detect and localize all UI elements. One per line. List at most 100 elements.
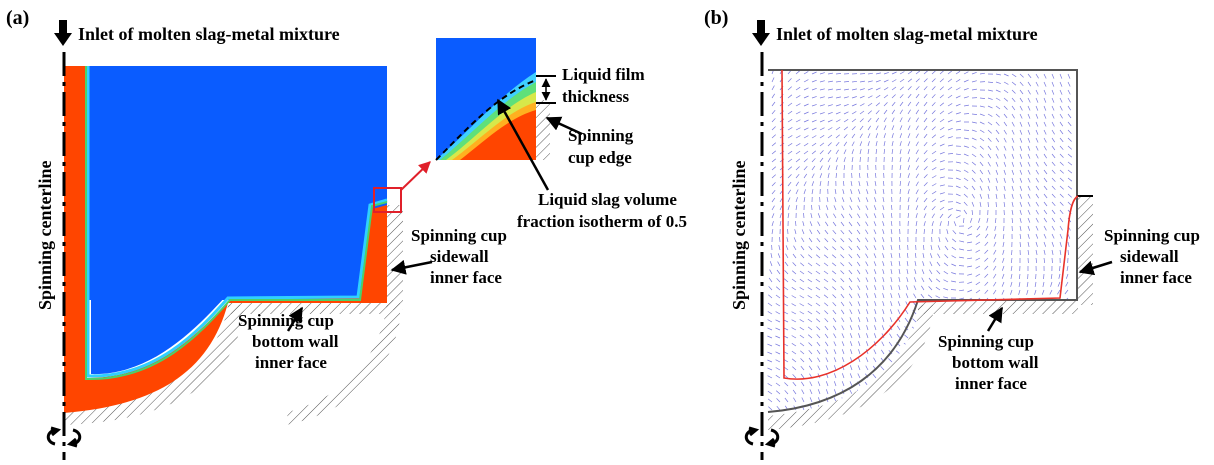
velocity-vector [1027, 97, 1031, 103]
velocity-vector [775, 367, 781, 371]
velocity-vector [1043, 185, 1048, 191]
velocity-vector [1046, 401, 1053, 403]
velocity-vector [1051, 209, 1056, 215]
velocity-vector [967, 281, 973, 284]
velocity-vector [1027, 225, 1031, 231]
velocity-vector [915, 86, 920, 91]
velocity-vector [775, 311, 781, 315]
velocity-vector [975, 241, 981, 245]
velocity-vector [931, 228, 933, 235]
velocity-vector [873, 253, 877, 259]
velocity-vector [882, 317, 885, 323]
velocity-vector [927, 294, 933, 299]
velocity-vector [939, 192, 945, 195]
velocity-vector [1059, 97, 1063, 103]
velocity-vector [943, 353, 949, 357]
velocity-vector [1011, 169, 1015, 175]
velocity-vector [777, 253, 781, 259]
velocity-vector [959, 401, 965, 405]
velocity-vector [803, 173, 808, 179]
velocity-vector [963, 193, 968, 198]
velocity-vector [783, 295, 789, 299]
velocity-vector [815, 270, 821, 275]
velocity-vector [915, 205, 919, 211]
velocity-vector [943, 329, 949, 332]
velocity-vector [835, 172, 837, 179]
velocity-vector [840, 301, 845, 307]
velocity-vector [1035, 137, 1039, 143]
velocity-vector [987, 153, 992, 159]
velocity-vector [1035, 193, 1039, 199]
velocity-vector [768, 406, 773, 411]
velocity-vector [979, 113, 985, 117]
velocity-vector [867, 87, 873, 91]
velocity-vector [865, 197, 869, 203]
velocity-vector [1003, 129, 1007, 135]
velocity-vector [767, 302, 773, 307]
velocity-vector [840, 270, 845, 275]
velocity-vector [875, 110, 880, 115]
velocity-vector [835, 104, 841, 107]
velocity-vector [776, 278, 781, 283]
velocity-vector [891, 156, 893, 163]
velocity-vector [857, 365, 861, 371]
velocity-vector [1024, 313, 1029, 319]
velocity-vector [1010, 289, 1013, 295]
velocity-vector [931, 221, 934, 227]
velocity-vector [807, 262, 813, 267]
velocity-vector [834, 189, 837, 195]
velocity-vector [1043, 89, 1047, 95]
velocity-vector [865, 237, 869, 243]
edge-label-1: Spinning [568, 126, 634, 145]
velocity-vector [923, 93, 928, 99]
velocity-vector [1019, 169, 1023, 175]
velocity-vector [1027, 153, 1031, 159]
velocity-vector [1067, 97, 1071, 103]
velocity-vector [827, 173, 830, 179]
velocity-vector [866, 173, 869, 179]
velocity-vector [959, 248, 965, 251]
velocity-vector [1008, 321, 1013, 327]
velocity-vector [993, 273, 997, 279]
velocity-vector [857, 293, 861, 299]
velocity-vector [787, 197, 791, 203]
velocity-vector [843, 119, 849, 123]
velocity-vector [851, 80, 858, 83]
velocity-vector [1019, 81, 1024, 87]
velocity-vector [1059, 129, 1064, 135]
velocity-vector [873, 205, 877, 211]
velocity-vector [907, 78, 913, 83]
velocity-vector [811, 79, 817, 83]
velocity-vector [898, 293, 901, 299]
velocity-vector [865, 285, 869, 291]
velocity-vector [899, 71, 905, 75]
velocity-vector [1063, 337, 1069, 340]
velocity-vector [975, 273, 981, 277]
isotherm-label-2: fraction isotherm of 0.5 [517, 212, 687, 231]
velocity-vector [955, 161, 961, 164]
velocity-vector [818, 205, 821, 211]
velocity-vector [963, 79, 969, 83]
velocity-vector [919, 385, 925, 388]
velocity-vector [1003, 73, 1009, 77]
panel-b-inlet-label: Inlet of molten slag-metal mixture [776, 24, 1038, 44]
velocity-vector [857, 301, 861, 307]
velocity-vector [955, 120, 961, 123]
velocity-vector [898, 269, 901, 275]
velocity-vector [898, 253, 901, 259]
velocity-vector [946, 229, 949, 235]
velocity-vector [1019, 121, 1023, 127]
down-arrow-icon [752, 20, 770, 46]
velocity-vector [1003, 161, 1007, 167]
velocity-vector [951, 321, 957, 324]
velocity-vector [955, 112, 961, 115]
velocity-vector [882, 205, 885, 211]
velocity-vector [976, 313, 981, 318]
velocity-vector [811, 104, 817, 107]
velocity-vector [840, 254, 845, 259]
velocity-vector [815, 278, 821, 283]
velocity-vector [867, 72, 873, 75]
velocity-vector [963, 209, 968, 215]
velocity-vector [791, 343, 797, 347]
velocity-vector [867, 133, 871, 139]
